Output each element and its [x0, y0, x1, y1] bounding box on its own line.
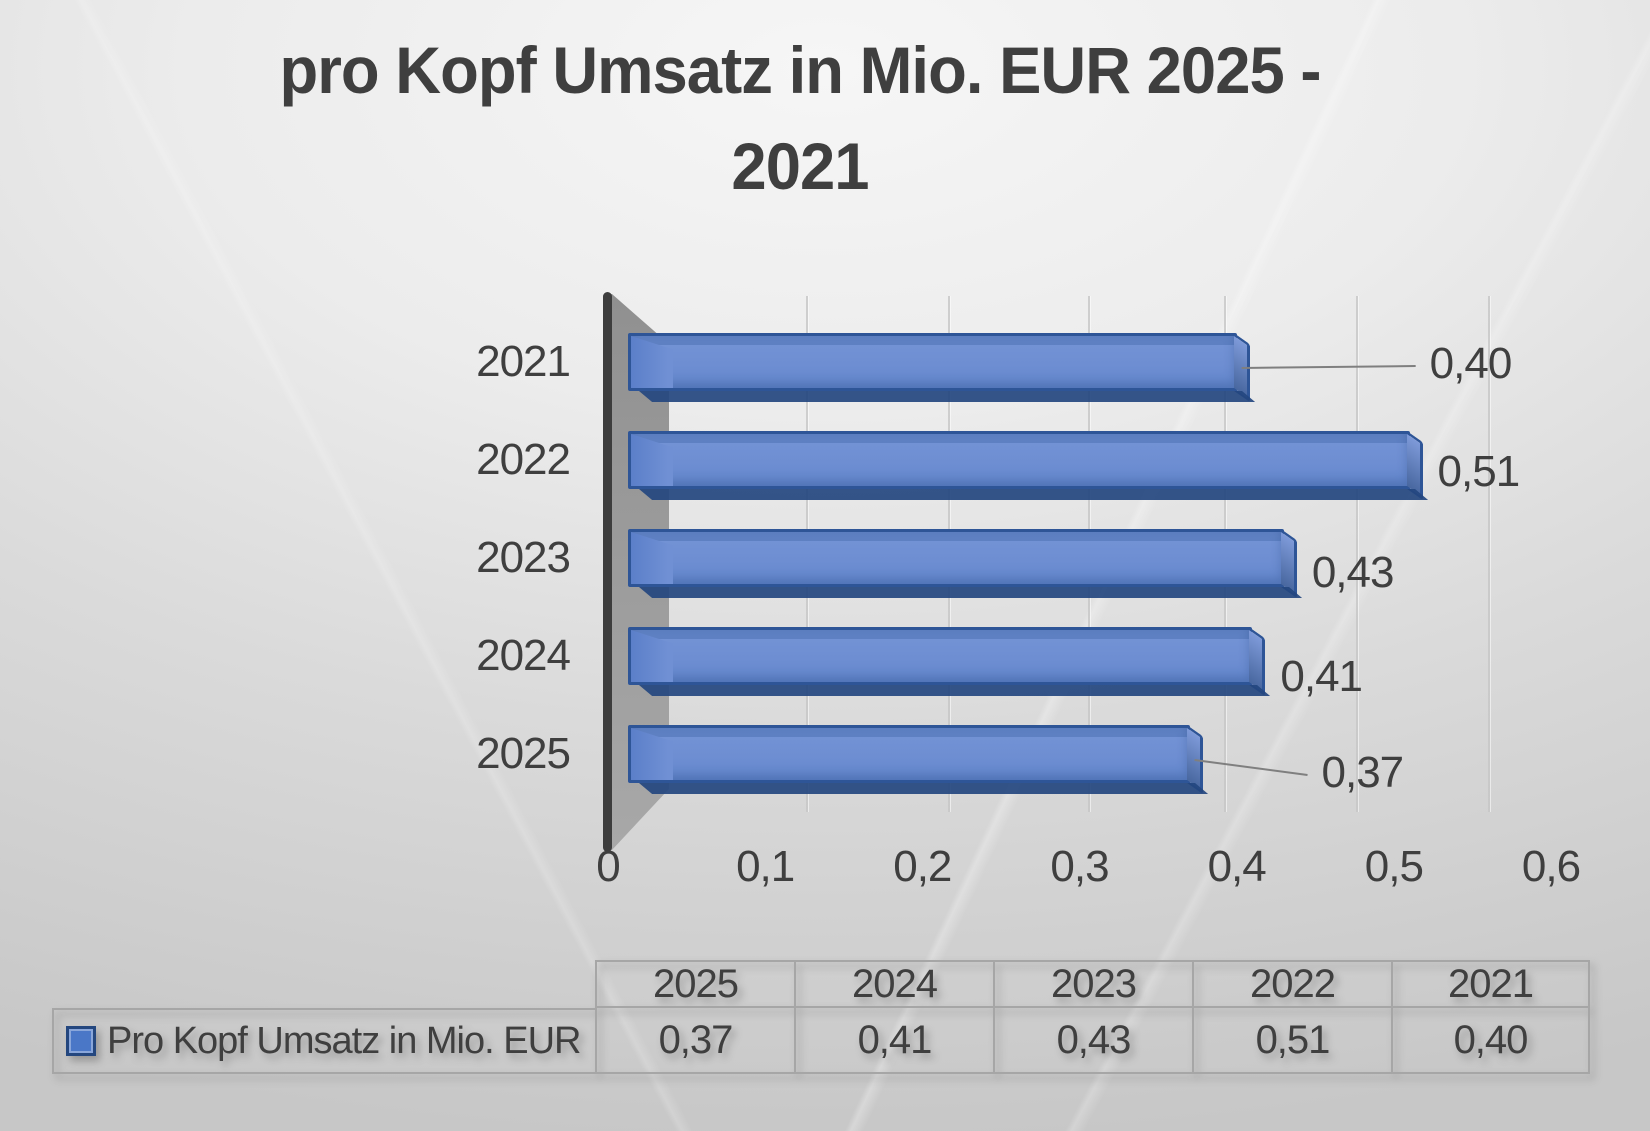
category-label-2023: 2023 [476, 533, 571, 582]
x-tick-label-4: 0,4 [1207, 842, 1267, 891]
table-header-2025: 2025 [595, 960, 794, 1008]
chart-title-line1: pro Kopf Umsatz in Mio. EUR 2025 - [279, 33, 1321, 107]
legend-color-swatch-icon [66, 1026, 96, 1056]
category-label-2022: 2022 [476, 435, 571, 484]
x-tick-label-3: 0,3 [1050, 842, 1109, 891]
legend-cell: Pro Kopf Umsatz in Mio. EUR [52, 1008, 595, 1074]
x-tick-label-0: 0 [596, 842, 620, 891]
gridline [1356, 296, 1359, 812]
bar-2023 [628, 529, 1302, 599]
category-label-2025: 2025 [476, 729, 571, 778]
legend-series-label: Pro Kopf Umsatz in Mio. EUR [107, 1019, 581, 1062]
data-label-2023: 0,43 [1311, 548, 1395, 597]
x-tick-label-2: 0,2 [893, 842, 952, 891]
bar-2025 [628, 725, 1208, 795]
x-tick-label-5: 0,5 [1364, 842, 1424, 891]
leader-line-2025 [1194, 759, 1308, 776]
table-value-2023: 0,43 [993, 1008, 1192, 1074]
bar-bottom-face-3d [639, 783, 1208, 794]
bar-bottom-face-3d [639, 489, 1428, 500]
category-label-2024: 2024 [476, 631, 571, 680]
table-header-2021: 2021 [1391, 960, 1590, 1008]
leader-line-2021 [1241, 365, 1416, 369]
table-value-2024: 0,41 [794, 1008, 993, 1074]
table-value-2025: 0,37 [595, 1008, 794, 1074]
bar-left-face-3d [631, 336, 673, 388]
table-corner-empty [52, 960, 595, 1008]
gridline [1488, 296, 1491, 812]
y-axis-line [603, 292, 612, 852]
table-header-2023: 2023 [993, 960, 1192, 1008]
bar-left-face-3d [631, 532, 673, 584]
x-tick-label-6: 0,6 [1521, 842, 1581, 891]
bar-bottom-face-3d [639, 391, 1255, 402]
data-table: 2025 2024 2023 2022 2021 Pro Kopf Umsatz in M… [52, 960, 1590, 1074]
bar-2024 [628, 627, 1271, 697]
chart-title-line2: 2021 [731, 129, 869, 203]
bar-bottom-face-3d [639, 685, 1271, 696]
bar-bottom-face-3d [639, 587, 1302, 598]
bar-left-face-3d [631, 728, 673, 780]
data-label-2024: 0,41 [1280, 652, 1363, 701]
data-label-2025: 0,37 [1321, 748, 1405, 797]
bar-2021 [628, 333, 1255, 403]
table-value-2021: 0,40 [1391, 1008, 1590, 1074]
data-label-2021: 0,40 [1429, 339, 1513, 388]
x-tick-label-1: 0,1 [736, 842, 795, 891]
table-header-2022: 2022 [1192, 960, 1391, 1008]
data-label-2022: 0,51 [1437, 447, 1521, 496]
category-label-2021: 2021 [476, 337, 571, 386]
bar-left-face-3d [631, 630, 673, 682]
bar-left-face-3d [631, 434, 673, 486]
table-header-2024: 2024 [794, 960, 993, 1008]
bar-2022 [628, 431, 1428, 501]
chart-title: pro Kopf Umsatz in Mio. EUR 2025 - 2021 [70, 22, 1529, 214]
table-value-2022: 0,51 [1192, 1008, 1391, 1074]
